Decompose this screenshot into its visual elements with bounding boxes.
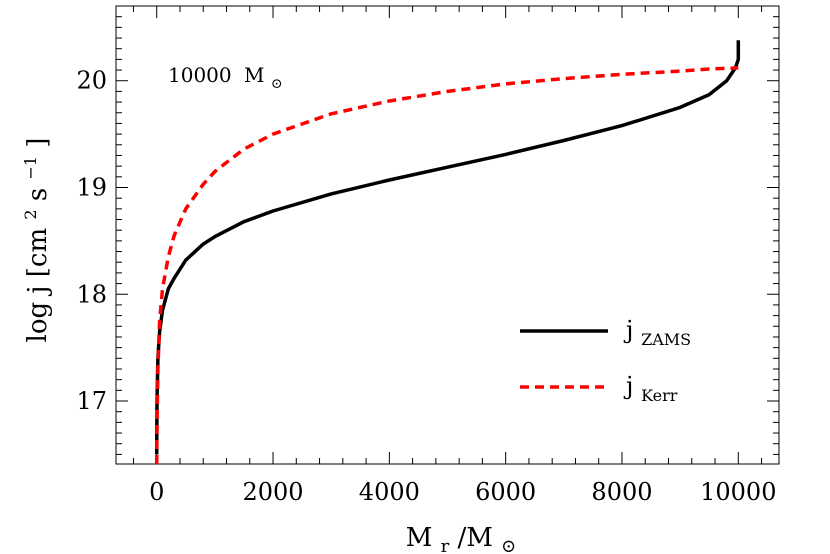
x-tick-label: 2000: [242, 478, 303, 506]
y-axis-title-sup2: −1: [21, 156, 40, 180]
x-tick-label: 0: [149, 478, 164, 506]
x-tick-label: 10000: [700, 478, 776, 506]
legend-label-kerr-sub: Kerr: [641, 386, 678, 405]
x-axis-title-mid: /M: [458, 523, 493, 553]
x-axis-title-sub1: r: [441, 536, 450, 554]
annotation-value: 10000: [168, 63, 232, 87]
series-line-kerr: [154, 66, 739, 465]
legend-label-zams-main: j: [623, 316, 633, 344]
legend-label-kerr: j Kerr: [623, 372, 678, 405]
x-tick-label: 8000: [591, 478, 652, 506]
x-axis-title: M r /M ⊙: [406, 523, 517, 554]
x-tick-label: 4000: [359, 478, 420, 506]
legend: j ZAMS j Kerr: [520, 316, 691, 405]
annotation-unit: M: [244, 63, 264, 87]
y-tick-label: 17: [76, 387, 107, 415]
y-axis-title-sup1: 2: [21, 209, 40, 219]
legend-label-kerr-main: j: [623, 372, 633, 400]
mass-annotation: 10000 M ⊙: [168, 63, 283, 92]
series-layer: [154, 40, 741, 465]
plot-frame: [115, 5, 780, 465]
series-line-zams: [154, 40, 741, 455]
annotation-unit-sub: ⊙: [271, 76, 283, 92]
y-tick-label: 18: [76, 280, 107, 308]
y-axis-title: log j [cm 2 s −1 ]: [13, 138, 53, 343]
ticks-layer: 0 2000 4000 6000 8000 10000 17 18 19 20: [76, 5, 779, 506]
x-axis-title-main: M: [406, 523, 433, 553]
y-tick-label: 20: [76, 67, 107, 95]
y-axis-title-mid: s: [23, 188, 53, 201]
legend-label-zams-sub: ZAMS: [641, 330, 691, 349]
legend-label-zams: j ZAMS: [623, 316, 691, 349]
x-tick-label: 6000: [475, 478, 536, 506]
x-axis-title-sub2: ⊙: [501, 536, 516, 554]
y-axis-title-pre: log j [cm: [23, 228, 53, 343]
y-tick-label: 19: [76, 173, 107, 201]
y-axis-title-post: ]: [23, 138, 53, 148]
